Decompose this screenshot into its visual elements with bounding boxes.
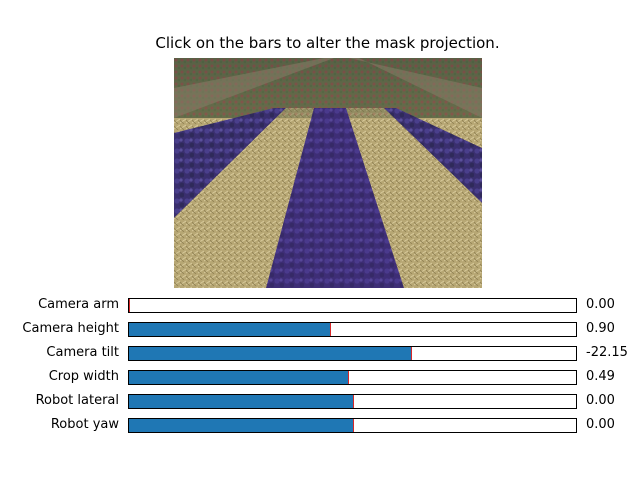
slider-track-camera-arm[interactable] [128,298,577,313]
slider-initial-marker-camera-height [330,323,331,336]
slider-track-robot-lateral[interactable] [128,394,577,409]
slider-robot-yaw: Robot yaw 0.00 [0,417,640,434]
figure-title: Click on the bars to alter the mask proj… [155,34,500,52]
slider-label-camera-tilt: Camera tilt [46,345,119,360]
slider-value-robot-yaw: 0.00 [586,417,615,432]
slider-initial-marker-robot-yaw [353,419,354,432]
slider-initial-marker-camera-tilt [411,347,412,360]
slider-label-camera-arm: Camera arm [38,297,119,312]
slider-value-robot-lateral: 0.00 [586,393,615,408]
slider-label-camera-height: Camera height [22,321,119,336]
slider-label-crop-width: Crop width [48,369,119,384]
slider-track-camera-tilt[interactable] [128,346,577,361]
slider-value-crop-width: 0.49 [586,369,615,384]
slider-robot-lateral: Robot lateral 0.00 [0,393,640,410]
slider-value-camera-arm: 0.00 [586,297,615,312]
slider-label-robot-lateral: Robot lateral [35,393,119,408]
slider-crop-width: Crop width 0.49 [0,369,640,386]
slider-track-robot-yaw[interactable] [128,418,577,433]
slider-fill-crop-width [129,371,348,384]
slider-track-camera-height[interactable] [128,322,577,337]
slider-track-crop-width[interactable] [128,370,577,385]
slider-camera-arm: Camera arm 0.00 [0,297,640,314]
slider-camera-height: Camera height 0.90 [0,321,640,338]
slider-value-camera-tilt: -22.15 [586,345,628,360]
slider-label-robot-yaw: Robot yaw [50,417,119,432]
slider-fill-robot-lateral [129,395,353,408]
slider-initial-marker-crop-width [348,371,349,384]
slider-initial-marker-robot-lateral [353,395,354,408]
slider-initial-marker-camera-arm [129,299,130,312]
slider-fill-camera-tilt [129,347,411,360]
slider-fill-camera-height [129,323,330,336]
crop-field-photo [174,58,482,288]
slider-value-camera-height: 0.90 [586,321,615,336]
slider-fill-robot-yaw [129,419,353,432]
crop-field-photo-icon [174,58,482,288]
slider-camera-tilt: Camera tilt -22.15 [0,345,640,362]
